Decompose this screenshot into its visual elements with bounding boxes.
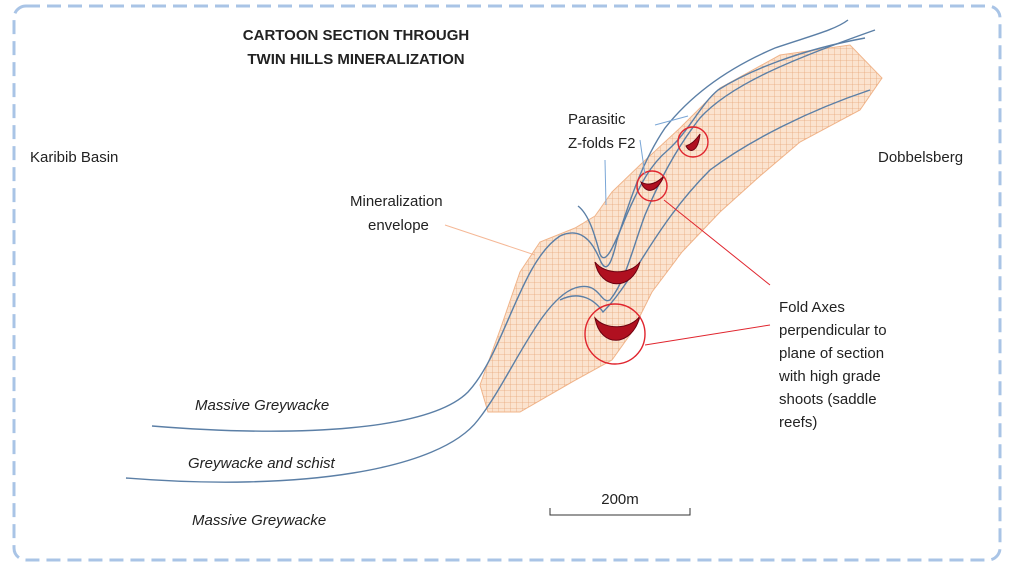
annotation: plane of section <box>779 345 884 362</box>
title-line: TWIN HILLS MINERALIZATION <box>247 51 464 68</box>
layer-label: Massive Greywacke <box>195 397 329 414</box>
annotation: perpendicular to <box>779 322 887 339</box>
layer-label: Massive Greywacke <box>192 512 326 529</box>
region-label: Karibib Basin <box>30 149 118 166</box>
title-line: CARTOON SECTION THROUGH <box>243 27 469 44</box>
annotation: Fold Axes <box>779 299 845 316</box>
annotation: shoots (saddle <box>779 391 877 408</box>
annotation: Z-folds F2 <box>568 135 636 152</box>
annotation: Parasitic <box>568 111 626 128</box>
scale-label: 200m <box>601 491 639 508</box>
annotation: Mineralization <box>350 193 443 210</box>
layer-label: Greywacke and schist <box>188 455 336 472</box>
annotation: with high grade <box>778 368 881 385</box>
annotation: envelope <box>368 217 429 234</box>
diagram: CARTOON SECTION THROUGH TWIN HILLS MINER… <box>0 0 1009 567</box>
region-label: Dobbelsberg <box>878 149 963 166</box>
annotation: reefs) <box>779 414 817 431</box>
